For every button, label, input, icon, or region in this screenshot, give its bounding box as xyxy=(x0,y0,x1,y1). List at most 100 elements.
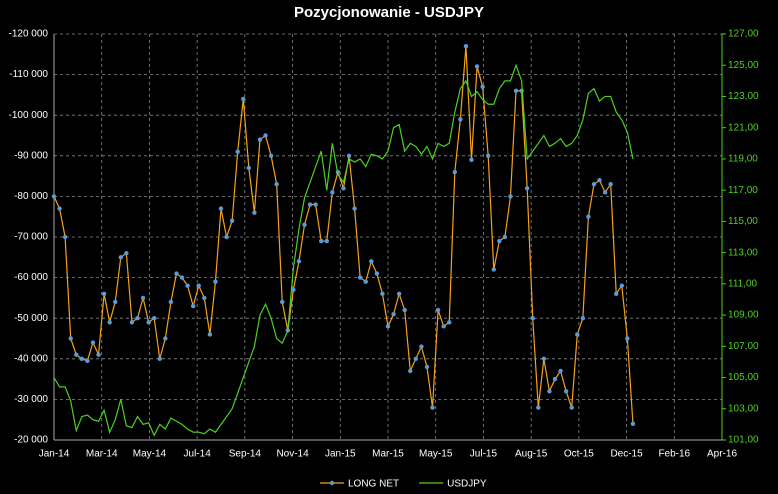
x-tick-label: May-14 xyxy=(133,449,167,460)
y-tick-label: -70 000 xyxy=(14,232,48,243)
series-marker xyxy=(157,356,162,361)
series-marker xyxy=(135,316,140,321)
series-marker xyxy=(74,352,79,357)
y2-tick-label: 113,00 xyxy=(728,247,758,258)
series-marker xyxy=(330,190,335,195)
y-tick-label: -20 000 xyxy=(14,435,48,446)
series-marker xyxy=(369,259,374,264)
series-marker xyxy=(491,267,496,272)
y-tick-label: -100 000 xyxy=(9,110,49,121)
y2-tick-label: 107,00 xyxy=(728,341,759,352)
y-tick-label: -110 000 xyxy=(9,69,48,80)
series-marker xyxy=(179,275,185,280)
series-marker xyxy=(357,275,363,280)
series-marker xyxy=(51,194,57,199)
series-marker xyxy=(541,356,547,361)
series-marker xyxy=(152,316,157,321)
series-marker xyxy=(469,157,474,163)
series-marker xyxy=(324,238,329,244)
series-marker xyxy=(508,194,513,199)
series-marker xyxy=(241,96,246,102)
chart-title: Pozycjonowanie - USDJPY xyxy=(294,4,484,21)
y-tick-label: -50 000 xyxy=(14,313,48,324)
series-marker xyxy=(547,389,552,394)
series-marker xyxy=(229,218,235,223)
series-marker xyxy=(174,271,179,276)
y2-tick-label: 119,00 xyxy=(728,154,758,165)
x-tick-label: Apr-16 xyxy=(707,449,737,460)
series-marker xyxy=(113,299,118,305)
x-tick-label: Oct-15 xyxy=(564,449,594,460)
series-marker xyxy=(268,153,274,158)
x-tick-label: Jan-15 xyxy=(325,449,356,460)
series-marker xyxy=(597,177,602,183)
legend-label: LONG NET xyxy=(348,479,399,490)
series-marker xyxy=(107,320,112,325)
y2-tick-label: 105,00 xyxy=(728,372,759,383)
series-marker xyxy=(68,336,73,341)
series-marker xyxy=(363,279,368,284)
x-tick-label: Sep-14 xyxy=(229,449,262,460)
y2-tick-label: 117,00 xyxy=(728,185,758,196)
series-marker xyxy=(263,133,268,138)
y2-tick-label: 103,00 xyxy=(728,403,759,414)
x-tick-label: May-15 xyxy=(419,449,453,460)
series-marker xyxy=(218,206,224,211)
y2-tick-label: 101,00 xyxy=(728,435,759,446)
series-marker xyxy=(569,405,574,410)
series-marker xyxy=(474,64,480,69)
series-marker xyxy=(224,234,229,240)
series-marker xyxy=(614,291,619,297)
series-marker xyxy=(625,336,630,341)
series-marker xyxy=(257,137,263,142)
series-marker xyxy=(580,316,586,321)
series-marker xyxy=(524,186,530,191)
series-marker xyxy=(402,307,407,313)
series-marker xyxy=(307,202,313,207)
series-marker xyxy=(480,84,485,89)
y2-tick-label: 127,00 xyxy=(728,29,759,40)
series-marker xyxy=(163,336,168,341)
series-marker xyxy=(235,149,240,154)
series-marker xyxy=(430,405,435,410)
series-marker xyxy=(246,165,252,171)
x-tick-label: Dec-15 xyxy=(610,449,643,460)
series-marker xyxy=(463,43,469,49)
legend-label: USDJPY xyxy=(447,479,487,490)
series-marker xyxy=(57,206,62,211)
series-marker xyxy=(413,356,419,361)
series-marker xyxy=(502,234,508,240)
series-marker xyxy=(552,376,558,382)
series-marker xyxy=(313,202,318,207)
series-marker xyxy=(196,283,201,288)
x-tick-label: Jan-14 xyxy=(39,449,70,460)
series-marker xyxy=(62,234,68,240)
series-marker xyxy=(435,307,441,313)
series-marker xyxy=(575,332,580,337)
x-tick-label: Jul-15 xyxy=(470,449,498,460)
y2-tick-label: 121,00 xyxy=(728,122,759,133)
series-marker xyxy=(497,238,502,244)
series-marker xyxy=(602,190,608,195)
series-marker xyxy=(513,88,519,94)
series-marker xyxy=(447,320,452,325)
series-marker xyxy=(458,117,463,122)
series-marker xyxy=(274,182,279,187)
series-marker xyxy=(380,291,385,297)
series-marker xyxy=(168,299,174,305)
y-tick-label: -40 000 xyxy=(14,353,48,364)
series-marker xyxy=(90,340,96,345)
series-marker xyxy=(419,344,424,349)
series-marker xyxy=(452,169,457,175)
series-marker xyxy=(441,324,446,329)
series-marker xyxy=(190,303,196,309)
series-marker xyxy=(608,182,613,187)
y-tick-label: -120 000 xyxy=(9,29,49,40)
y2-tick-label: 111,00 xyxy=(728,278,758,289)
x-tick-label: Nov-14 xyxy=(276,449,309,460)
y2-tick-label: 123,00 xyxy=(728,91,759,102)
series-marker xyxy=(341,186,346,191)
series-marker xyxy=(302,222,307,228)
series-marker xyxy=(291,287,296,292)
